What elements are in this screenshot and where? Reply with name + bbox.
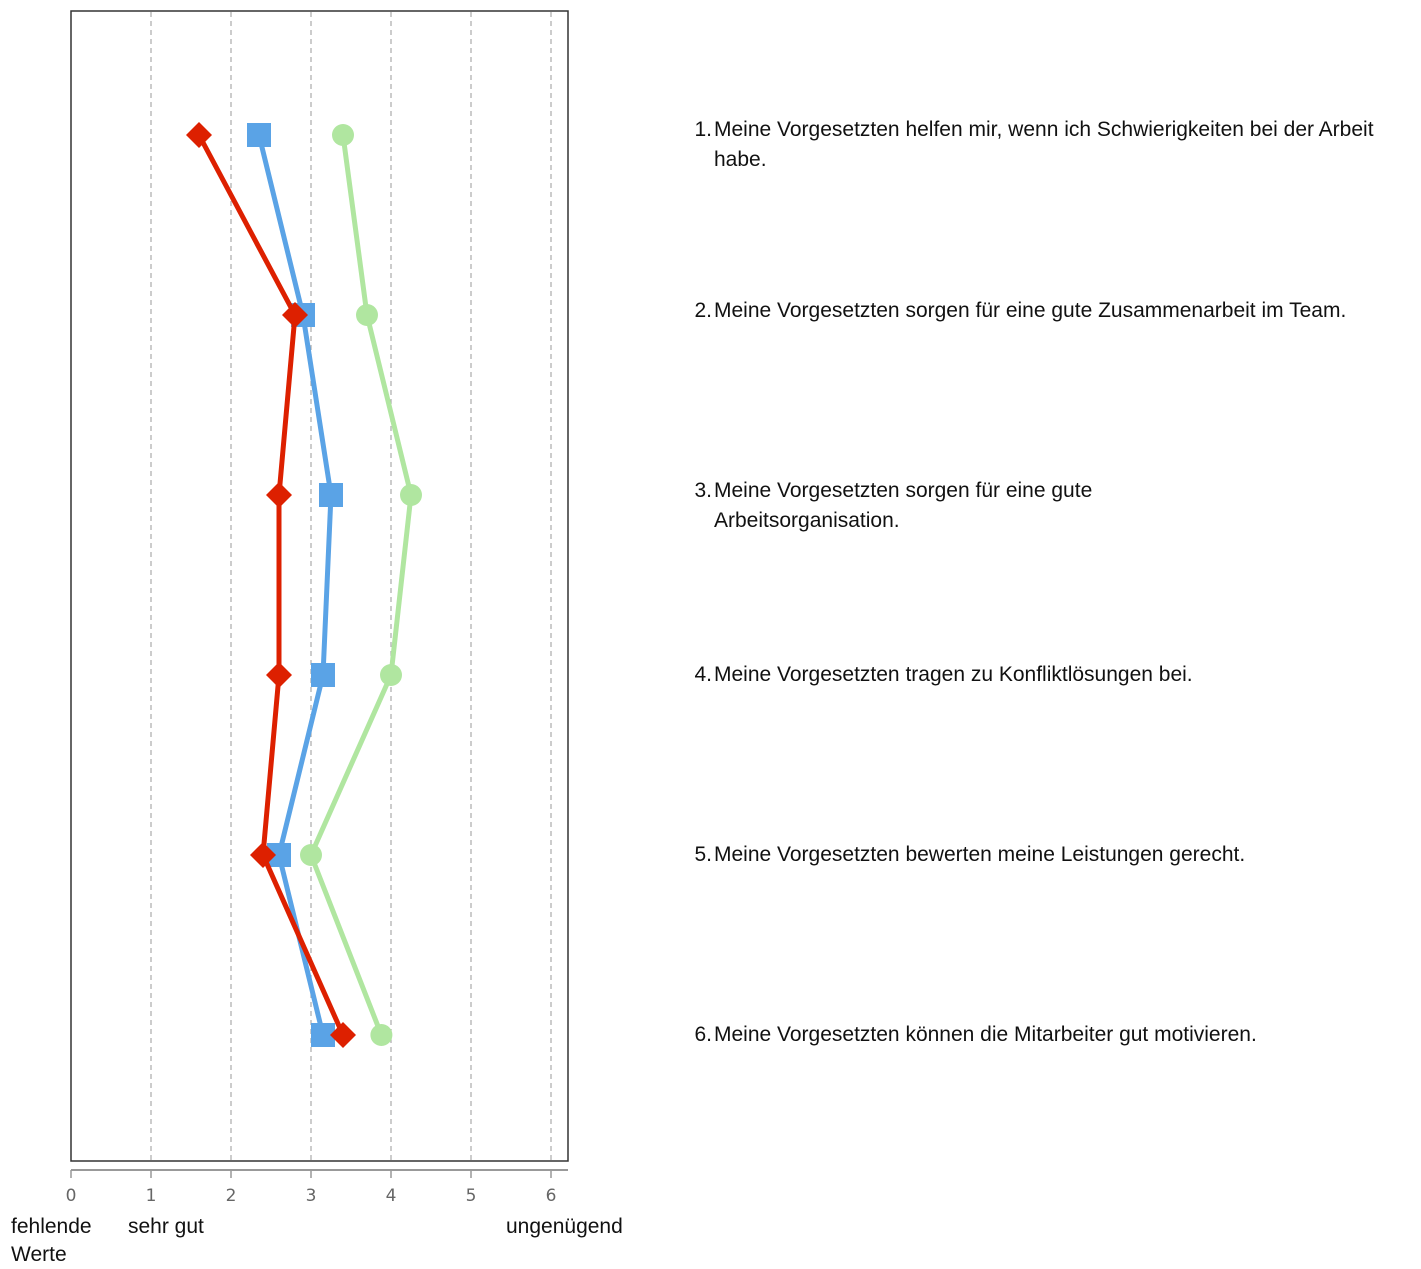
series-diamond [186, 122, 356, 1048]
series-line [196, 132, 346, 1038]
x-tick-label: 2 [226, 1186, 237, 1206]
scale-label-very-good: sehr gut [128, 1215, 204, 1238]
scale-label-insufficient: ungenügend [506, 1215, 623, 1238]
question-item-3: 3. Meine Vorgesetzten sorgen für eine gu… [680, 476, 1415, 536]
question-item-1: 1. Meine Vorgesetzten helfen mir, wenn i… [680, 115, 1415, 175]
x-tick-label: 5 [466, 1186, 477, 1206]
data-point [247, 123, 271, 147]
plot-frame [70, 10, 569, 1162]
data-point [250, 842, 276, 868]
data-point [380, 664, 402, 686]
question-item-2: 2. Meine Vorgesetzten sorgen für eine gu… [680, 296, 1415, 326]
question-text: Meine Vorgesetzten sorgen für eine gute … [714, 479, 1093, 532]
x-tick-label: 0 [66, 1186, 77, 1206]
question-item-6: 6. Meine Vorgesetzten können die Mitarbe… [680, 1020, 1415, 1050]
series-line [256, 132, 334, 1038]
question-text: Meine Vorgesetzten können die Mitarbeite… [714, 1023, 1257, 1046]
question-list: 1. Meine Vorgesetzten helfen mir, wenn i… [680, 0, 1420, 1266]
question-number: 5. [694, 843, 712, 866]
x-axis-ticks: 0 1 2 3 4 5 6 [66, 1170, 557, 1206]
data-point [186, 122, 212, 148]
series-circle [300, 124, 422, 1046]
data-point [332, 124, 354, 146]
question-text: Meine Vorgesetzten bewerten meine Leistu… [714, 843, 1246, 866]
data-point [356, 304, 378, 326]
x-tick-label: 1 [146, 1186, 157, 1206]
data-point [282, 302, 308, 328]
question-item-5: 5. Meine Vorgesetzten bewerten meine Lei… [680, 840, 1415, 870]
question-number: 2. [694, 299, 712, 322]
series-square [247, 123, 343, 1047]
x-tick-label: 4 [386, 1186, 397, 1206]
x-tick-label: 3 [306, 1186, 317, 1206]
x-tick-label: 6 [546, 1186, 557, 1206]
data-point [311, 663, 335, 687]
series-line [308, 132, 414, 1038]
question-item-4: 4. Meine Vorgesetzten tragen zu Konflikt… [680, 660, 1415, 690]
question-number: 6. [694, 1023, 712, 1046]
data-point [319, 483, 343, 507]
data-point [300, 844, 322, 866]
scale-label-missing: fehlende Werte [11, 1215, 92, 1266]
question-number: 1. [694, 118, 712, 141]
question-text: Meine Vorgesetzten tragen zu Konfliktlös… [714, 663, 1193, 686]
data-point [266, 482, 292, 508]
data-point [370, 1024, 393, 1046]
data-point [330, 1022, 356, 1048]
question-number: 3. [694, 479, 712, 502]
question-text: Meine Vorgesetzten sorgen für eine gute … [714, 299, 1347, 322]
question-text: Meine Vorgesetzten helfen mir, wenn ich … [714, 118, 1374, 171]
data-point [266, 662, 292, 688]
series [186, 122, 422, 1048]
data-point [400, 484, 422, 506]
question-number: 4. [694, 663, 712, 686]
